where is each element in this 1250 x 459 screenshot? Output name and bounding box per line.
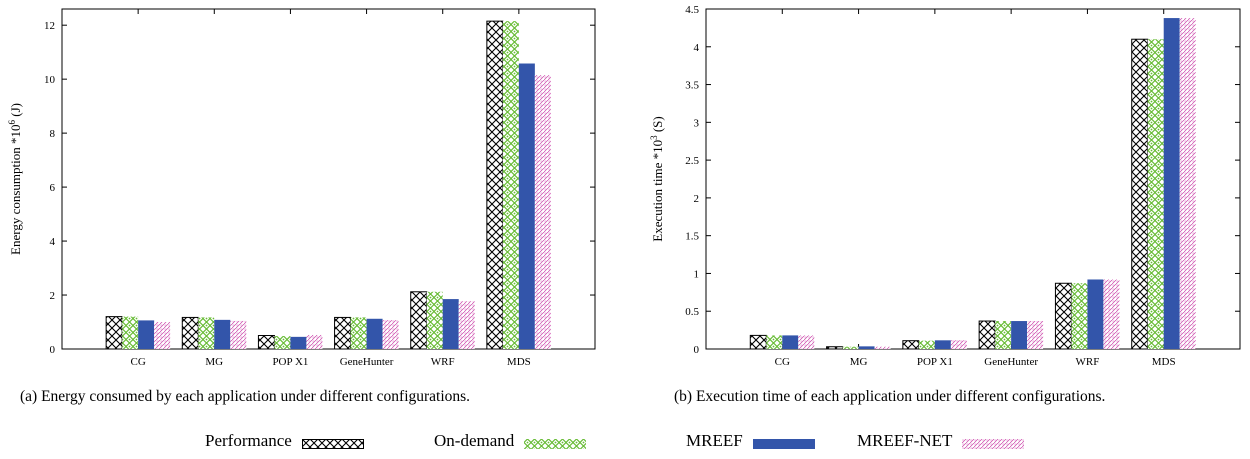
plot-frame [61,8,596,350]
x-tick-label: POP X1 [917,356,953,368]
execution-time-chart: 0 0.5 1 1.5 2 2.5 3 3.5 4 4.5 Execution time *103 … [649,4,1241,368]
bar-mreef-net-cg [798,335,815,349]
bar-mreef-mg [858,346,875,349]
bar-performance-mds [486,20,504,350]
bar-on-demand-wrf [1071,283,1088,349]
bar-mreef-net-pop-x1 [306,334,323,349]
bar-mreef-net-mg [230,320,247,349]
bar-on-demand-mds [502,21,519,350]
bar-on-demand-mg [842,346,859,349]
bar-mreef-pop-x1 [934,340,951,349]
bar-mreef-mg [214,319,231,349]
legend-label-mreef: MREEF [686,431,743,450]
legend-swatch-performance [301,436,364,449]
legend-item-performance: Performance [205,428,364,454]
bar-performance-mds [1131,38,1149,350]
legend-label-mreef-net: MREEF-NET [857,431,953,450]
legend-label-performance: Performance [205,431,292,450]
bar-on-demand-mds [1147,39,1164,349]
x-tick-label: MDS [1152,356,1176,368]
x-tick-label: MDS [507,356,531,368]
legend-swatch-mreef [752,436,815,449]
legend-swatch-mreef-net [962,436,1025,449]
x-tick-label: WRF [1076,356,1100,368]
bar-performance-cg [105,316,123,350]
energy-chart: 0 2 4 6 8 10 12 Energy consumption *106 (J) CG MG… [7,8,596,368]
legend-item-on-demand: On-demand [434,428,587,454]
bar-mreef-net-genehunter [1027,321,1044,349]
y-tick-label: 0 [694,344,700,356]
bar-performance-wrf [1054,282,1072,350]
y-axis-label: Energy consumption *106 (J) [7,103,23,255]
bar-on-demand-mg [198,317,215,349]
bar-mreef-cg [138,320,155,349]
bar-mreef-genehunter [366,318,383,349]
y-tick-label: 1 [694,268,700,280]
y-tick-label: 8 [50,128,56,140]
bar-mreef-net-mds [1179,18,1196,350]
legend-item-mreef: MREEF [686,428,815,454]
y-tick-label: 0.5 [685,306,699,318]
x-tick-label: MG [205,356,223,368]
bar-mreef-genehunter [1011,321,1028,349]
bar-mreef-net-mds [534,75,551,349]
bar-mreef-mds [1163,18,1180,350]
caption-execution-time-chart: (b) Execution time of each application u… [674,388,1106,405]
bar-mreef-net-wrf [458,301,475,349]
bar-performance-mg [826,346,844,350]
legend-swatch-on-demand [524,436,587,449]
x-tick-label: GeneHunter [984,356,1038,368]
bar-mreef-cg [782,335,799,349]
legend-label-on-demand: On-demand [434,431,515,450]
bar-mreef-mds [518,63,535,350]
y-tick-label: 4 [694,42,700,54]
bar-on-demand-wrf [426,291,443,349]
bar-performance-pop-x1 [902,340,920,350]
y-axis-label: Execution time *103 (S) [649,116,665,241]
bar-on-demand-cg [766,335,783,349]
y-tick-label: 10 [44,74,56,86]
y-tick-label: 2 [50,290,56,302]
bar-performance-mg [181,316,199,350]
bar-mreef-net-genehunter [382,320,399,349]
bar-performance-pop-x1 [257,335,275,350]
x-tick-label: MG [850,356,868,368]
bar-mreef-net-wrf [1103,279,1120,349]
bar-mreef-pop-x1 [290,336,307,349]
bar-mreef-wrf [442,299,459,349]
legend: Performance On-demand MREEF MREEF-NET [0,428,1250,454]
y-tick-label: 3.5 [685,80,699,92]
bar-on-demand-cg [122,316,139,349]
y-tick-label: 2.5 [685,155,699,167]
y-tick-label: 4.5 [685,4,699,16]
y-tick-label: 1.5 [685,231,699,243]
x-tick-label: POP X1 [272,356,308,368]
bar-mreef-wrf [1087,279,1104,349]
y-tick-label: 3 [694,117,700,129]
legend-item-mreef-net: MREEF-NET [857,428,1025,454]
y-tick-label: 6 [50,182,56,194]
bar-mreef-net-mg [874,346,891,349]
x-tick-label: CG [131,356,146,368]
plot-frame [705,8,1241,350]
x-tick-label: CG [775,356,790,368]
bar-on-demand-pop-x1 [918,340,935,349]
bar-on-demand-pop-x1 [274,336,291,349]
bar-on-demand-genehunter [995,321,1012,349]
bar-performance-genehunter [978,320,996,350]
bar-performance-wrf [410,291,428,350]
bar-performance-cg [749,334,767,350]
y-tick-label: 0 [50,344,56,356]
y-tick-label: 4 [50,236,56,248]
bar-performance-genehunter [334,316,352,350]
bar-mreef-net-pop-x1 [950,340,967,349]
x-tick-label: GeneHunter [340,356,394,368]
y-tick-label: 12 [44,20,55,32]
bar-on-demand-genehunter [350,317,367,349]
caption-energy-chart: (a) Energy consumed by each application … [20,388,471,405]
x-tick-label: WRF [431,356,455,368]
bar-mreef-net-cg [154,322,171,349]
y-tick-label: 2 [694,193,700,205]
